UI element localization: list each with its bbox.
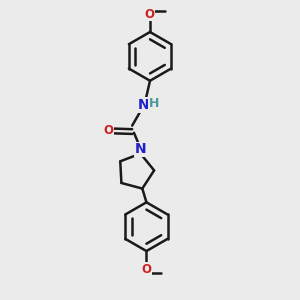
Text: O: O: [104, 124, 114, 137]
Text: N: N: [135, 142, 146, 156]
Text: O: O: [141, 263, 151, 276]
Text: O: O: [145, 8, 155, 21]
Text: N: N: [137, 98, 149, 112]
Text: H: H: [149, 97, 159, 110]
